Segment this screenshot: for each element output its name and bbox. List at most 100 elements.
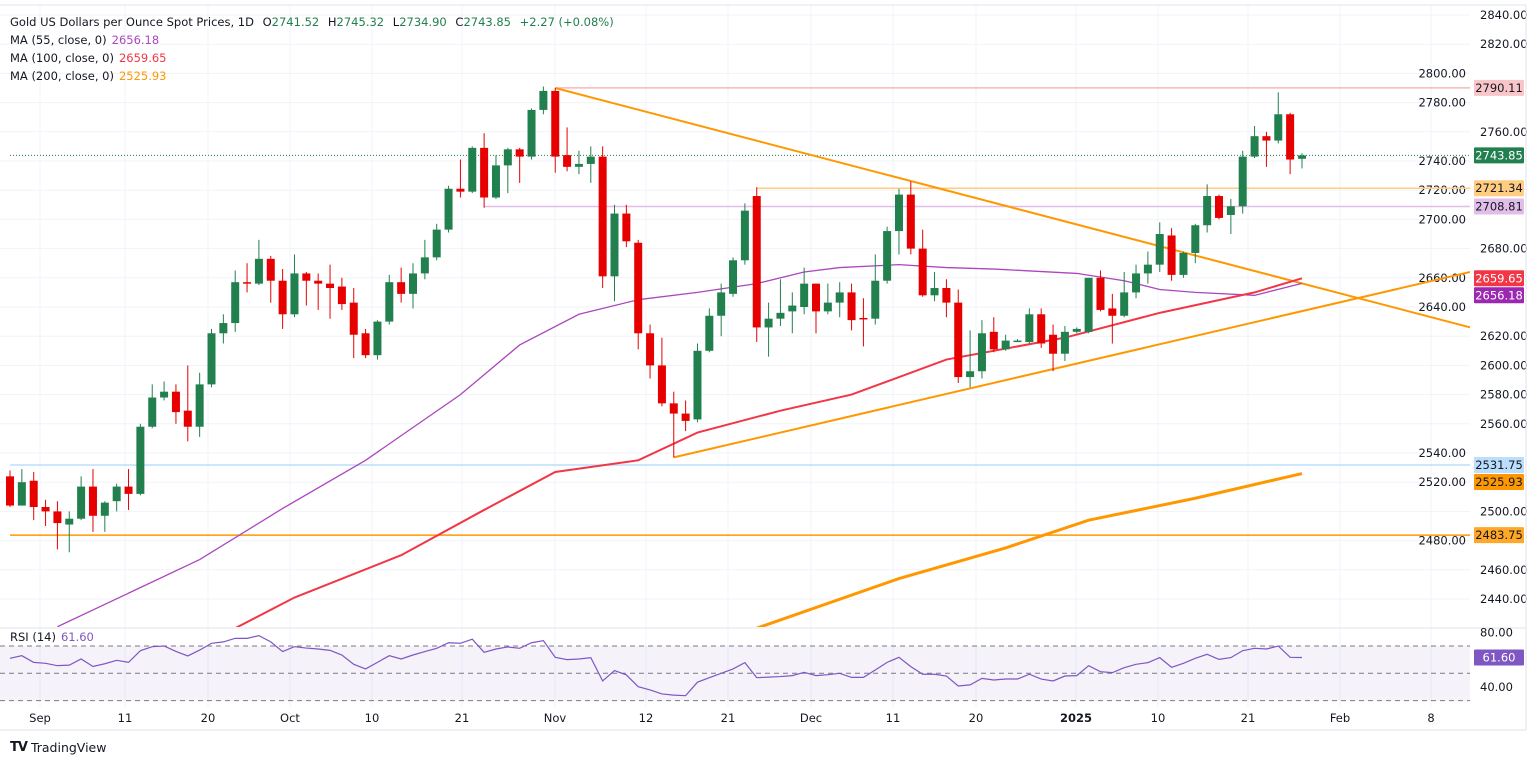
candle [1203,184,1212,233]
candle [1297,153,1306,169]
candle [171,384,180,424]
candle [977,320,986,379]
candle-body [160,391,169,398]
candle [894,188,903,255]
candle-body [527,109,536,157]
candle [527,108,536,160]
candle-body [634,242,643,334]
candle [800,267,809,315]
candle-body [1274,114,1283,141]
candle [385,274,394,325]
candle [254,239,263,286]
candle-body [1250,136,1259,157]
candle-body [729,260,738,294]
candle-body [1108,308,1117,316]
candle [1084,277,1093,334]
price-tag: 2708.81 [1474,198,1524,215]
price-tag-bg [1474,147,1524,164]
candle-body [266,258,275,281]
candle-body [681,413,690,421]
y-tick-label: 2600.00 [1480,358,1528,372]
candle [622,204,631,248]
candle-body [669,403,678,414]
candle [361,328,370,359]
candle [1025,308,1034,344]
candle [551,88,560,173]
rsi-value-tag-bg [1474,649,1524,666]
candle [693,343,702,423]
y-tick-label: 2440.00 [1480,592,1528,606]
candle [41,499,50,526]
candle [1274,92,1283,144]
rsi-legend[interactable]: RSI (14) 61.60 [10,628,94,646]
candle-body [622,213,631,242]
x-tick-label: 11 [118,711,133,725]
price-tag-bg [1474,457,1524,474]
candle-body [503,149,512,166]
y-tick-label: 2820.00 [1480,37,1528,51]
candle-body [136,426,145,494]
candle-body [551,90,560,157]
x-tick-label: 11 [886,711,901,725]
candle-body [1191,225,1200,253]
y-tick-label: 2760.00 [1480,125,1528,139]
candle [6,470,14,508]
candle [160,381,169,401]
candle-body [693,350,702,420]
x-tick-label: 10 [1151,711,1166,725]
y-tick-label: 2800.00 [1418,66,1466,80]
candle-body [29,480,38,508]
price-tag-text: 2721.34 [1475,181,1523,195]
close-label: C [455,15,464,29]
candle-body [752,196,761,328]
candle-body [444,188,453,230]
candle-body [859,317,868,320]
candle-body [373,321,382,356]
candle-body [361,333,370,356]
low-label: L [392,15,400,29]
y-tick-label: 2840.00 [1480,8,1528,22]
candle-body [966,371,975,378]
ma55-legend[interactable]: MA (55, close, 0) 2656.18 [10,31,619,49]
candle [1226,198,1235,234]
candle-body [1025,314,1034,343]
rsi-y-tick-label: 40.00 [1480,680,1513,694]
open-label: O [262,15,272,29]
price-tag: 2790.11 [1474,79,1524,96]
candle [397,267,406,303]
candle-body [1060,331,1069,354]
tradingview-logo[interactable]: TV TradingView [10,740,106,755]
ma100-legend[interactable]: MA (100, close, 0) 2659.65 [10,49,619,67]
candle-body [432,229,441,258]
candle-body [1262,136,1271,141]
candle [681,400,690,432]
change-value: +2.27 (+0.08%) [519,15,614,29]
candle-body [1049,334,1058,354]
candle [337,277,346,310]
candle [954,289,963,383]
candle-body [468,147,477,192]
ma100-value: 2659.65 [118,51,167,65]
candle [432,223,441,261]
y-tick-label: 2480.00 [1418,534,1466,548]
ma200-legend[interactable]: MA (200, close, 0) 2525.93 [10,67,619,85]
price-tag-bg [1474,180,1524,197]
candle [243,263,252,293]
candle-body [1143,264,1152,274]
candle [610,204,619,302]
candle-body [195,384,204,427]
x-tick-label: Oct [280,711,300,725]
candle [966,330,975,388]
ma-value-tag-text: 2659.65 [1475,271,1523,285]
candle [183,365,192,442]
candle-body [646,333,655,366]
candle-body [314,280,323,284]
candle [788,292,797,334]
candle-body [1203,196,1212,226]
candle-body [112,486,121,502]
symbol-title[interactable]: Gold US Dollars per Ounce Spot Prices, 1… [10,15,254,29]
candle [1155,222,1164,272]
candle-body [894,194,903,232]
y-tick-label: 2700.00 [1418,212,1466,226]
